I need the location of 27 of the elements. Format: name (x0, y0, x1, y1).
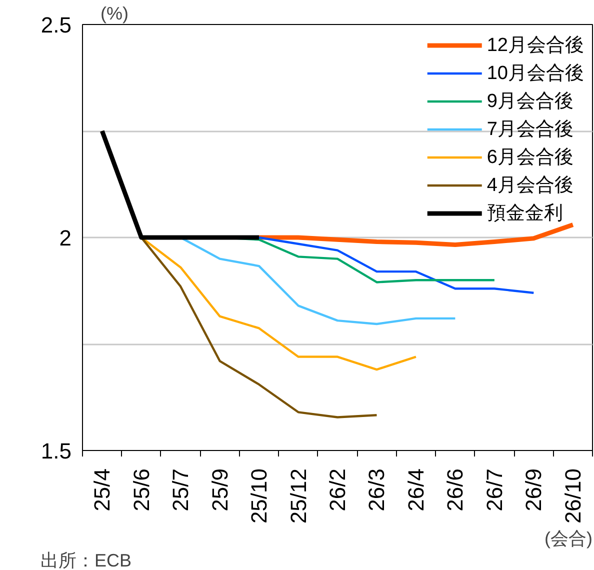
x-tick-label: 26/3 (364, 468, 390, 512)
legend-label: 10月会合後 (486, 62, 584, 86)
x-tick-label: 26/4 (403, 468, 428, 512)
x-axis-title: (会合) (544, 528, 593, 548)
legend-label: 4月会合後 (486, 174, 574, 198)
legend-label: 9月会合後 (486, 90, 574, 114)
legend-label: 預金金利 (486, 202, 563, 226)
y-tick-label: 1.5 (40, 438, 72, 464)
legend-label: 7月会合後 (486, 118, 574, 142)
x-tick-label: 25/4 (90, 468, 115, 512)
x-tick-label: 25/12 (286, 468, 311, 524)
y-axis-title: (%) (100, 4, 128, 24)
x-tick-label: 26/6 (442, 468, 468, 512)
x-tick-label: 25/10 (246, 468, 272, 524)
legend-label: 12月会合後 (486, 34, 584, 58)
x-tick-label: 25/7 (168, 468, 194, 512)
y-tick-label: 2 (59, 226, 72, 250)
legend-label: 6月会合後 (486, 146, 574, 170)
x-tick-label: 26/10 (560, 468, 586, 524)
y-tick-label: 2.5 (40, 12, 72, 38)
line-series (258, 236, 535, 294)
x-tick-label: 25/6 (128, 468, 154, 512)
x-tick-label: 26/9 (521, 468, 546, 512)
x-tick-label: 25/9 (207, 468, 232, 512)
x-tick-label: 26/7 (482, 468, 507, 512)
text: 出所：ECB (40, 550, 132, 570)
x-tick-label: 26/2 (325, 468, 350, 512)
